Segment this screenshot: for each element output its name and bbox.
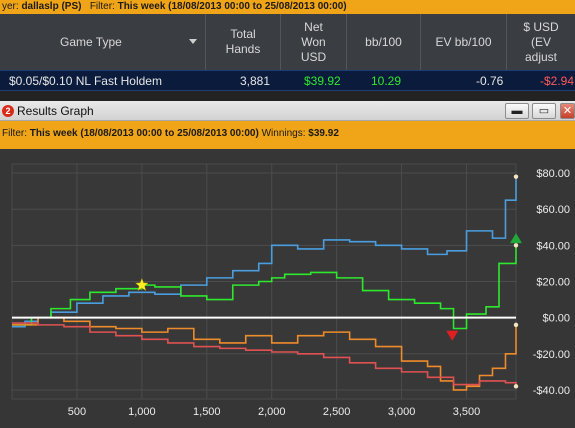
series-end-point-orange (513, 322, 519, 328)
x-tick-label: 2,500 (323, 406, 351, 418)
x-tick-label: 500 (68, 406, 86, 418)
column-header-net-won[interactable]: Net Won USD (281, 14, 347, 70)
column-label: $ USD (EV adjust (523, 19, 559, 64)
cell-ev-bb100: -0.76 (476, 74, 504, 88)
cell-total-hands: 3,881 (240, 74, 271, 88)
minimize-button[interactable]: ▬ (505, 103, 529, 119)
y-tick-label: -$20.00 (533, 349, 570, 361)
panel-divider (0, 91, 575, 101)
cell-ev-adjusted: -$2.94 (540, 74, 575, 88)
graph-filter-value[interactable]: This week (18/08/2013 00:00 to 25/08/201… (29, 128, 259, 139)
series-line-green (12, 245, 517, 330)
x-tick-label: 1,000 (128, 406, 156, 418)
restore-button[interactable]: ▭ (532, 103, 556, 119)
y-tick-label: $80.00 (536, 168, 570, 180)
filter-label: Filter: (89, 1, 115, 12)
stats-table-header: Game Type Total Hands Net Won USD bb/100… (0, 14, 575, 70)
series-line-blue (12, 176, 517, 328)
column-header-total-hands[interactable]: Total Hands (206, 14, 281, 70)
series-end-point-blue (513, 174, 519, 179)
series-line-orange (12, 316, 517, 391)
column-label: bb/100 (365, 34, 402, 49)
series-line-red (12, 322, 517, 387)
column-header-game-type[interactable]: Game Type (0, 14, 206, 70)
player-name[interactable]: dallaslp (PS) (21, 1, 82, 12)
chevron-down-icon[interactable] (189, 39, 197, 44)
cell-bb100: 10.29 (371, 74, 402, 88)
column-label: Total Hands (225, 27, 261, 56)
y-tick-label: $0.00 (542, 313, 570, 325)
results-graph[interactable]: $80.00 $60.00 $40.00 $20.00 $0.00 -$20.00 -$40… (0, 149, 575, 428)
x-tick-label: 3,500 (453, 406, 481, 418)
y-tick-label: $20.00 (536, 277, 570, 289)
column-header-bb100[interactable]: bb/100 (347, 14, 421, 70)
player-prefix: yer: (2, 1, 19, 12)
results-graph-titlebar[interactable]: 2 Results Graph ▬ ▭ ✕ (0, 101, 575, 121)
cell-game-type: $0.05/$0.10 NL Fast Holdem (9, 74, 162, 88)
max-star-marker (135, 277, 149, 291)
column-header-ev-bb100[interactable]: EV bb/100 (421, 14, 507, 70)
series-end-point-green (513, 243, 519, 248)
results-chart-svg: $80.00 $60.00 $40.00 $20.00 $0.00 -$20.00 -$40… (11, 163, 570, 418)
graph-filter-bar: Filter: This week (18/08/2013 00:00 to 2… (0, 121, 575, 149)
column-header-ev-adjusted[interactable]: $ USD (EV adjust (507, 14, 575, 70)
column-label: EV bb/100 (435, 34, 492, 49)
y-tick-label: $60.00 (536, 204, 570, 216)
filter-value[interactable]: This week (18/08/2013 00:00 to 25/08/201… (117, 1, 347, 12)
cell-net-won: $39.92 (304, 74, 341, 88)
low-triangle-marker (446, 330, 459, 341)
x-tick-label: 2,000 (258, 406, 286, 418)
high-triangle-marker (510, 233, 522, 244)
y-tick-label: -$40.00 (533, 385, 570, 397)
table-row[interactable]: $0.05/$0.10 NL Fast Holdem 3,881 $39.92 … (0, 70, 575, 91)
x-tick-label: 1,500 (193, 406, 221, 418)
close-button[interactable]: ✕ (560, 103, 575, 119)
app-logo-icon: 2 (2, 105, 14, 117)
column-label: Game Type (60, 34, 122, 49)
window-title: Results Graph (17, 104, 94, 118)
y-tick-label: $40.00 (536, 240, 570, 252)
x-tick-label: 3,000 (388, 406, 416, 418)
player-filter-strip: yer: dallaslp (PS) Filter: This week (18… (0, 0, 575, 14)
column-label: Net Won USD (300, 19, 327, 64)
series-end-point-red (513, 384, 519, 389)
winnings-value: $39.92 (308, 128, 339, 139)
graph-filter-label: Filter: (2, 128, 27, 139)
winnings-label: Winnings: (261, 128, 306, 139)
